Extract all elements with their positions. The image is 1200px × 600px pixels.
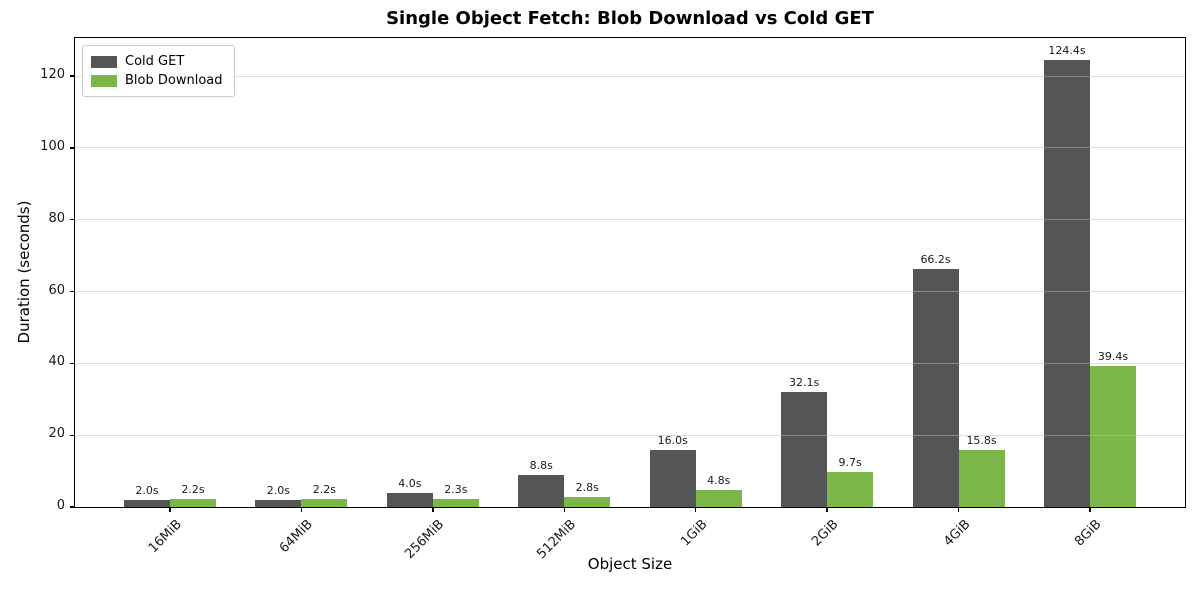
x-tick <box>957 507 960 512</box>
legend-item-blob-download: Blob Download <box>91 71 223 90</box>
x-tick <box>300 507 303 512</box>
x-tick-label: 1GiB <box>677 517 711 550</box>
bar-value-label: 4.8s <box>707 473 731 487</box>
bar-value-label: 124.4s <box>1048 44 1086 58</box>
bar-cold-get <box>912 269 959 507</box>
legend-swatch-cold-get <box>91 55 117 68</box>
bar-cold-get <box>255 499 302 507</box>
y-tick <box>70 434 75 436</box>
x-tick-label: 256MiB <box>402 517 448 562</box>
bar-value-label: 2.3s <box>444 482 468 496</box>
bar-blob-download <box>170 499 216 507</box>
bar-cold-get <box>1044 60 1090 507</box>
bar-value-label: 39.4s <box>1097 349 1129 363</box>
gridline <box>75 291 1185 293</box>
x-tick <box>1089 507 1091 512</box>
plot-area: Cold GET Blob Download 0 20 40 60 80 100 120 2.… <box>40 37 1186 562</box>
bar-blob-download <box>564 496 611 507</box>
legend: Cold GET Blob Download <box>82 45 235 97</box>
x-tick-label: 4GiB <box>940 517 974 550</box>
x-tick-label: 2GiB <box>809 517 842 550</box>
bar-value-label: 32.1s <box>789 375 820 389</box>
gridline <box>75 75 1185 77</box>
x-tick-label: 64MiB <box>276 517 317 557</box>
bar-cold-get <box>518 475 565 507</box>
y-tick <box>70 75 75 77</box>
legend-label-blob-download: Blob Download <box>125 73 223 88</box>
chart-title: Single Object Fetch: Blob Download vs Co… <box>386 8 874 29</box>
bar-cold-get <box>124 499 170 507</box>
x-tick <box>695 507 697 512</box>
x-tick <box>432 507 434 512</box>
bar-value-label: 15.8s <box>966 434 997 448</box>
bar-value-label: 2.0s <box>266 483 291 497</box>
bar-value-label: 8.8s <box>529 459 553 473</box>
legend-swatch-blob-download <box>91 74 117 87</box>
bar-value-label: 4.0s <box>398 476 422 490</box>
y-tick <box>70 147 75 149</box>
x-axis-label: Object Size <box>587 555 673 573</box>
y-tick-label: 20 <box>48 426 65 442</box>
bar-blob-download <box>301 499 348 507</box>
gridline <box>75 147 1185 149</box>
bar-blob-download <box>1090 365 1136 507</box>
bar-blob-download <box>958 450 1005 507</box>
bar-blob-download <box>695 489 742 507</box>
bar-value-label: 2.8s <box>575 480 599 494</box>
legend-item-cold-get: Cold GET <box>91 52 223 71</box>
legend-label-cold-get: Cold GET <box>125 54 185 69</box>
x-tick <box>826 507 828 512</box>
bar-blob-download <box>827 472 874 507</box>
y-tick-label: 60 <box>48 282 65 298</box>
bar-value-label: 66.2s <box>920 253 951 267</box>
bar-cold-get <box>781 391 828 507</box>
y-tick <box>70 290 75 293</box>
gridline <box>75 219 1185 221</box>
bar-cold-get <box>386 492 433 507</box>
x-tick-label: 8GiB <box>1072 517 1105 550</box>
bar-value-label: 16.0s <box>657 433 688 447</box>
gridline <box>75 362 1185 364</box>
x-tick <box>169 507 171 512</box>
y-tick <box>70 362 75 364</box>
bar-value-label: 9.7s <box>838 456 862 470</box>
y-tick <box>70 506 75 508</box>
bar-value-label: 2.0s <box>135 483 159 497</box>
y-tick-label: 40 <box>48 354 65 370</box>
x-tick <box>563 507 565 512</box>
bar-value-label: 2.2s <box>312 483 337 497</box>
y-tick <box>70 219 75 221</box>
y-tick-label: 120 <box>40 67 65 83</box>
bar-blob-download <box>432 498 479 507</box>
bar-value-label: 2.2s <box>181 483 205 497</box>
y-tick-label: 0 <box>56 498 65 513</box>
x-tick-label: 512MiB <box>533 517 579 562</box>
y-tick-label: 100 <box>40 138 65 154</box>
y-tick-label: 80 <box>48 210 65 226</box>
x-tick-label: 16MiB <box>145 517 185 557</box>
gridline <box>75 434 1185 436</box>
bar-cold-get <box>649 449 696 507</box>
